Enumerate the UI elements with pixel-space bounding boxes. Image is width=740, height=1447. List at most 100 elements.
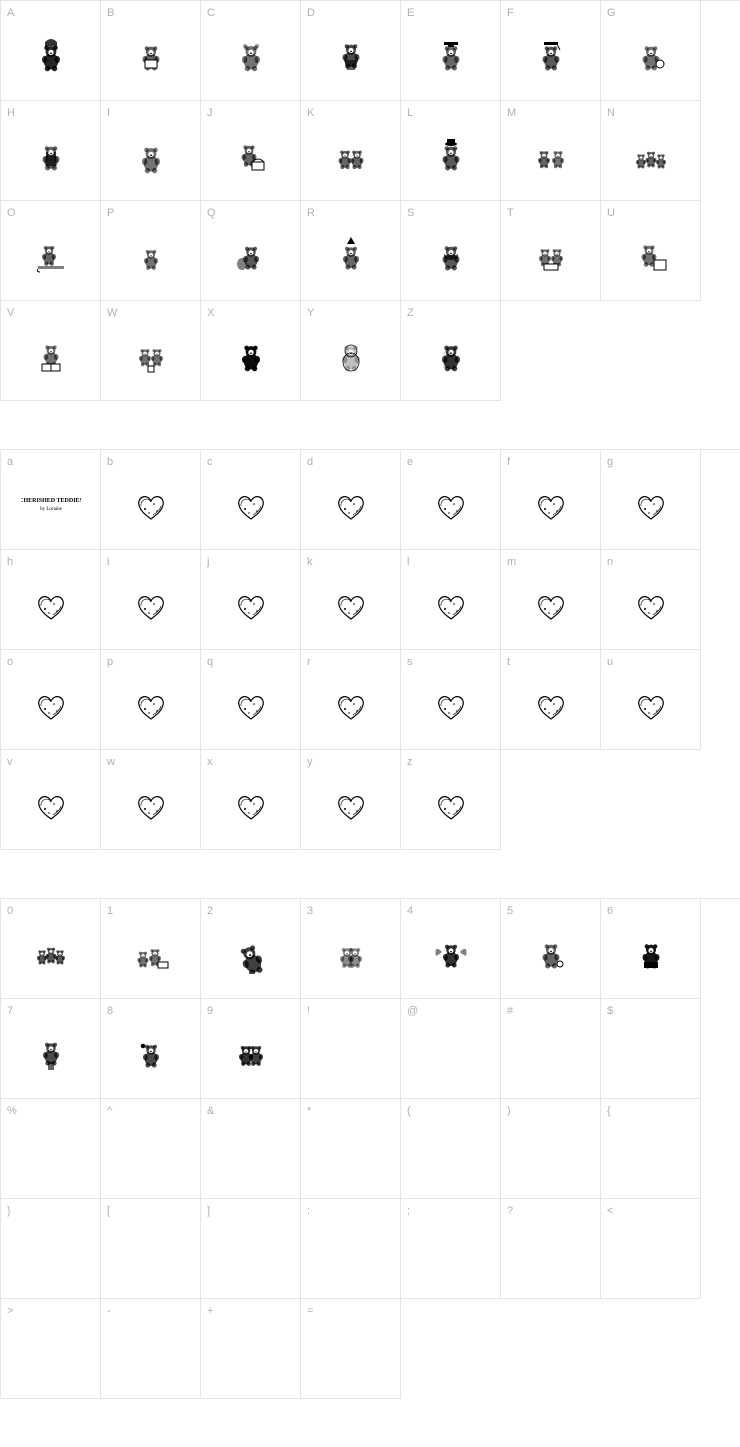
charmap-cell[interactable]: 8 — [101, 999, 201, 1099]
charmap-cell[interactable]: Z — [401, 301, 501, 401]
cell-label: G — [607, 7, 616, 19]
charmap-cell[interactable]: h — [1, 550, 101, 650]
charmap-cell[interactable]: H — [1, 101, 101, 201]
charmap-cell[interactable]: i — [101, 550, 201, 650]
charmap-cell[interactable]: r — [301, 650, 401, 750]
charmap-cell[interactable]: E — [401, 1, 501, 101]
glyph-bears-group — [1, 899, 100, 998]
charmap-cell[interactable]: o — [1, 650, 101, 750]
charmap-cell[interactable]: 7 — [1, 999, 101, 1099]
charmap-cell[interactable]: L — [401, 101, 501, 201]
charmap-cell[interactable]: ) — [501, 1099, 601, 1199]
charmap-cell[interactable]: f — [501, 450, 601, 550]
charmap-cell[interactable]: : — [301, 1199, 401, 1299]
charmap-cell[interactable]: 5 — [501, 899, 601, 999]
charmap-cell[interactable]: b — [101, 450, 201, 550]
glyph-bear-dark-2 — [601, 899, 700, 998]
charmap-cell[interactable]: O — [1, 201, 101, 301]
glyph-bear-hat — [401, 101, 500, 200]
charmap-cell[interactable]: N — [601, 101, 701, 201]
charmap-cell[interactable]: l — [401, 550, 501, 650]
charmap-cell[interactable]: ^ — [101, 1099, 201, 1199]
charmap-cell[interactable]: u — [601, 650, 701, 750]
glyph-empty — [601, 1099, 700, 1198]
charmap-cell[interactable]: $ — [601, 999, 701, 1099]
charmap-cell[interactable]: z — [401, 750, 501, 850]
charmap-cell[interactable]: Y — [301, 301, 401, 401]
charmap-cell[interactable]: D — [301, 1, 401, 101]
glyph-empty — [301, 1199, 400, 1298]
charmap-cell[interactable]: V — [1, 301, 101, 401]
glyph-heart-rock — [301, 750, 400, 849]
charmap-cell[interactable]: X — [201, 301, 301, 401]
charmap-cell[interactable]: U — [601, 201, 701, 301]
charmap-cell[interactable]: P — [101, 201, 201, 301]
glyph-bear-basket — [201, 101, 300, 200]
charmap-cell[interactable]: R — [301, 201, 401, 301]
charmap-cell[interactable]: = — [301, 1299, 401, 1399]
charmap-cell[interactable]: ; — [401, 1199, 501, 1299]
charmap-cell[interactable]: ] — [201, 1199, 301, 1299]
charmap-cell[interactable]: # — [501, 999, 601, 1099]
charmap-cell[interactable]: 0 — [1, 899, 101, 999]
charmap-cell[interactable]: Q — [201, 201, 301, 301]
charmap-cell[interactable]: T — [501, 201, 601, 301]
charmap-cell[interactable]: m — [501, 550, 601, 650]
charmap-cell[interactable]: J — [201, 101, 301, 201]
charmap-cell[interactable]: w — [101, 750, 201, 850]
charmap-cell[interactable]: e — [401, 450, 501, 550]
glyph-empty — [201, 1299, 300, 1398]
charmap-cell[interactable]: F — [501, 1, 601, 101]
charmap-cell[interactable]: + — [201, 1299, 301, 1399]
cell-label: 4 — [407, 905, 413, 917]
cell-label: + — [207, 1305, 213, 1317]
charmap-cell[interactable]: [ — [101, 1199, 201, 1299]
charmap-cell[interactable]: ( — [401, 1099, 501, 1199]
charmap-cell[interactable]: d — [301, 450, 401, 550]
cell-label: 5 — [507, 905, 513, 917]
charmap-cell[interactable]: G — [601, 1, 701, 101]
charmap-cell[interactable]: k — [301, 550, 401, 650]
charmap-cell[interactable]: q — [201, 650, 301, 750]
cell-label: P — [107, 207, 114, 219]
charmap-cell[interactable]: x — [201, 750, 301, 850]
charmap-cell[interactable]: j — [201, 550, 301, 650]
charmap-cell[interactable]: I — [101, 101, 201, 201]
charmap-cell[interactable]: 6 — [601, 899, 701, 999]
cell-label: : — [307, 1205, 310, 1217]
charmap-cell[interactable]: 9 — [201, 999, 301, 1099]
charmap-cell[interactable]: % — [1, 1099, 101, 1199]
charmap-cell[interactable]: W — [101, 301, 201, 401]
charmap-cell[interactable]: { — [601, 1099, 701, 1199]
charmap-cell[interactable]: ! — [301, 999, 401, 1099]
charmap-cell[interactable]: - — [101, 1299, 201, 1399]
charmap-cell[interactable]: } — [1, 1199, 101, 1299]
charmap-cell[interactable]: y — [301, 750, 401, 850]
charmap-cell[interactable]: 2 — [201, 899, 301, 999]
charmap-cell[interactable]: < — [601, 1199, 701, 1299]
charmap-cell[interactable]: 4 — [401, 899, 501, 999]
charmap-cell[interactable]: A — [1, 1, 101, 101]
charmap-cell[interactable]: > — [1, 1299, 101, 1399]
charmap-cell[interactable]: n — [601, 550, 701, 650]
charmap-cell[interactable]: g — [601, 450, 701, 550]
charmap-cell[interactable]: C — [201, 1, 301, 101]
glyph-logo-text: CHERISHED TEDDIES by Loraine — [1, 450, 100, 549]
charmap-cell[interactable]: c — [201, 450, 301, 550]
charmap-cell[interactable]: s — [401, 650, 501, 750]
charmap-cell[interactable]: & — [201, 1099, 301, 1199]
charmap-cell[interactable]: K — [301, 101, 401, 201]
charmap-cell[interactable]: B — [101, 1, 201, 101]
charmap-cell[interactable]: a CHERISHED TEDDIES by Loraine — [1, 450, 101, 550]
charmap-cell[interactable]: t — [501, 650, 601, 750]
cell-label: 0 — [7, 905, 13, 917]
charmap-cell[interactable]: v — [1, 750, 101, 850]
charmap-cell[interactable]: 3 — [301, 899, 401, 999]
charmap-cell[interactable]: ? — [501, 1199, 601, 1299]
charmap-cell[interactable]: 1 — [101, 899, 201, 999]
charmap-cell[interactable]: * — [301, 1099, 401, 1199]
charmap-cell[interactable]: @ — [401, 999, 501, 1099]
charmap-cell[interactable]: M — [501, 101, 601, 201]
charmap-cell[interactable]: p — [101, 650, 201, 750]
charmap-cell[interactable]: S — [401, 201, 501, 301]
